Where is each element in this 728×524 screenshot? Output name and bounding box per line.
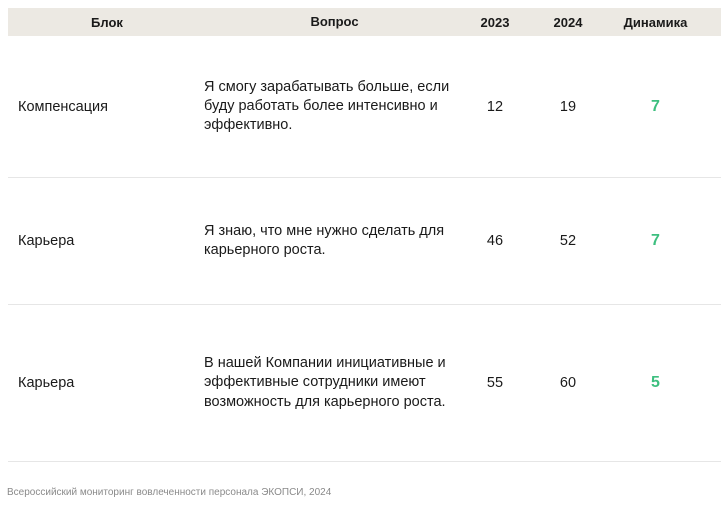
row-dynamics-value: 7: [651, 97, 660, 115]
row-2024-value: 60: [559, 375, 577, 391]
row-2023-value: 46: [486, 233, 504, 249]
row-question-text: Я смогу зарабатывать больше, если буду р…: [204, 78, 450, 134]
table-row: Компенсация Я смогу зарабатывать больше,…: [8, 36, 721, 178]
row-question-text: В нашей Компании инициативные и эффектив…: [204, 355, 446, 410]
row-2023-value: 55: [486, 375, 504, 391]
row-question: В нашей Компании инициативные и эффектив…: [196, 354, 473, 412]
row-question: Я знаю, что мне нужно сделать для карьер…: [196, 222, 473, 261]
row-dynamics-value: 7: [651, 232, 660, 249]
header-2023: 2023: [480, 14, 510, 30]
header-2024: 2024: [553, 14, 583, 30]
header-question: Вопрос: [310, 14, 359, 30]
row-block: Карьера: [18, 375, 75, 391]
row-block: Карьера: [18, 233, 75, 249]
table-row: Карьера В нашей Компании инициативные и …: [8, 305, 721, 462]
table-header: Блок Вопрос 2023 2024 Динамика: [8, 8, 721, 36]
header-block: Блок: [91, 14, 123, 30]
source-footnote: Всероссийский мониторинг вовлеченности п…: [7, 487, 332, 498]
engagement-table: Блок Вопрос 2023 2024 Динамика Компенсац…: [8, 8, 721, 462]
row-block: Компенсация: [18, 98, 108, 115]
header-dynamics: Динамика: [623, 14, 688, 30]
row-2024-value: 19: [559, 98, 577, 115]
row-question-text: Я знаю, что мне нужно сделать для карьер…: [204, 222, 445, 258]
row-dynamics-value: 5: [651, 374, 660, 391]
row-2023-value: 12: [486, 98, 504, 115]
row-2024-value: 52: [559, 233, 577, 249]
table-row: Карьера Я знаю, что мне нужно сделать дл…: [8, 178, 721, 305]
row-question: Я смогу зарабатывать больше, если буду р…: [196, 78, 473, 136]
